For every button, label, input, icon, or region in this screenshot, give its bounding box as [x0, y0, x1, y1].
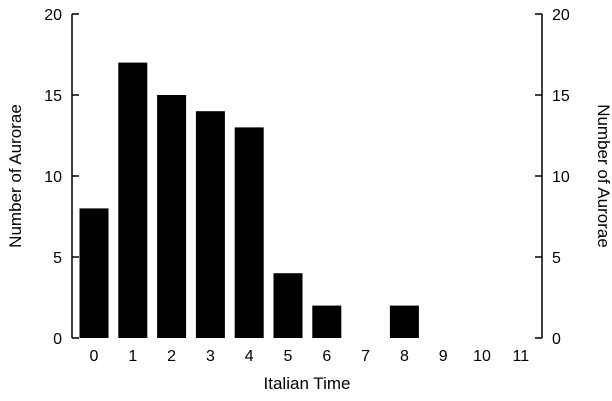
- right-tick-label-20: 20: [552, 7, 570, 24]
- x-tick-label-6: 6: [322, 348, 331, 365]
- bars-group: [79, 62, 419, 339]
- x-tick-label-5: 5: [284, 348, 293, 365]
- x-tick-label-7: 7: [361, 348, 370, 365]
- left-y-ticks: 0 5 10 15 20: [44, 7, 79, 348]
- x-tick-label-2: 2: [167, 348, 176, 365]
- y-axis-title-right: Number of Aurorae: [594, 104, 612, 248]
- x-tick-label-9: 9: [439, 348, 448, 365]
- right-y-ticks: 0 5 10 15 20: [535, 7, 570, 348]
- x-tick-label-8: 8: [400, 348, 409, 365]
- right-tick-label-5: 5: [552, 250, 561, 267]
- x-tick-label-11: 11: [512, 348, 529, 365]
- x-tick-label-10: 10: [473, 348, 491, 365]
- bar-2: [157, 95, 187, 338]
- right-tick-label-10: 10: [552, 169, 570, 186]
- bar-0: [79, 208, 109, 338]
- bar-4: [234, 127, 264, 339]
- bar-8: [389, 305, 419, 338]
- left-tick-label-15: 15: [44, 88, 62, 105]
- x-tick-label-3: 3: [206, 348, 215, 365]
- y-axis-title-left: Number of Aurorae: [6, 104, 25, 248]
- bar-5: [273, 273, 303, 338]
- left-tick-label-10: 10: [44, 169, 62, 186]
- left-tick-label-5: 5: [53, 250, 62, 267]
- bar-1: [118, 62, 148, 338]
- x-tick-label-0: 0: [90, 348, 99, 365]
- x-axis-title: Italian Time: [264, 374, 351, 393]
- right-tick-label-15: 15: [552, 88, 570, 105]
- x-tick-label-4: 4: [245, 348, 254, 365]
- bar-6: [312, 305, 342, 338]
- x-tick-labels: 0 1 2 3 4 5 6 7 8 9 10 11: [90, 348, 530, 365]
- bar-3: [195, 111, 225, 338]
- left-tick-label-20: 20: [44, 7, 62, 24]
- x-tick-label-1: 1: [128, 348, 137, 365]
- left-tick-label-0: 0: [53, 331, 62, 348]
- right-tick-label-0: 0: [552, 331, 561, 348]
